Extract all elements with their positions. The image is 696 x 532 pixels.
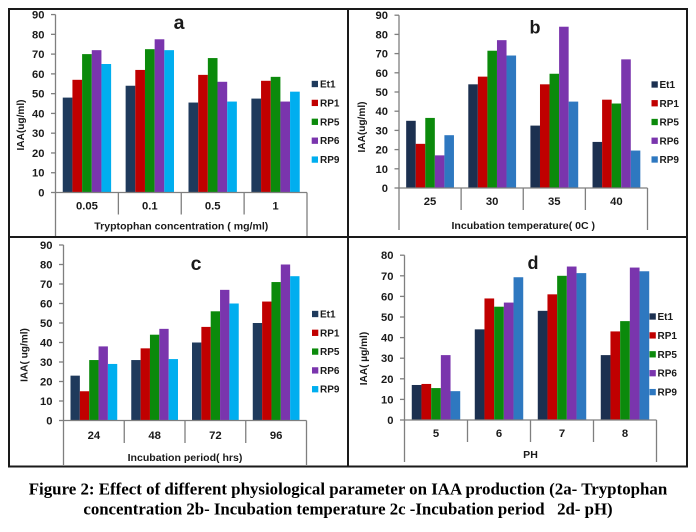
svg-text:7: 7: [559, 428, 565, 440]
svg-text:40: 40: [40, 338, 52, 350]
svg-text:60: 60: [32, 69, 44, 81]
svg-text:60: 60: [381, 291, 393, 303]
svg-text:30: 30: [486, 196, 499, 208]
svg-text:Et1: Et1: [320, 80, 336, 91]
svg-text:PH: PH: [523, 449, 538, 461]
svg-text:Et1: Et1: [660, 80, 676, 91]
svg-text:concentration 2b- Incubation t: concentration 2b- Incubation temperature…: [83, 500, 612, 519]
svg-text:RP5: RP5: [320, 347, 340, 358]
svg-text:0: 0: [38, 188, 44, 200]
svg-text:RP6: RP6: [660, 136, 680, 147]
svg-text:24: 24: [88, 430, 101, 442]
svg-text:IAA(ug/ml): IAA(ug/ml): [16, 99, 27, 150]
svg-text:96: 96: [270, 430, 283, 442]
svg-text:30: 30: [376, 125, 388, 137]
svg-text:Incubation temperature( 0C ): Incubation temperature( 0C ): [452, 220, 596, 232]
svg-text:RP6: RP6: [320, 136, 340, 147]
svg-text:d: d: [528, 253, 539, 273]
svg-text:20: 20: [376, 145, 388, 157]
svg-text:RP5: RP5: [658, 350, 678, 361]
svg-text:0.5: 0.5: [205, 201, 221, 213]
svg-text:30: 30: [32, 128, 44, 140]
svg-text:25: 25: [424, 196, 437, 208]
svg-text:50: 50: [40, 318, 52, 330]
svg-text:40: 40: [32, 108, 44, 120]
svg-text:Et1: Et1: [658, 312, 674, 323]
svg-text:0: 0: [387, 415, 393, 427]
svg-text:RP5: RP5: [320, 117, 340, 128]
svg-text:0: 0: [382, 183, 388, 195]
svg-text:50: 50: [32, 89, 44, 101]
svg-text:RP6: RP6: [320, 366, 340, 377]
svg-text:50: 50: [376, 87, 388, 99]
svg-text:35: 35: [548, 196, 561, 208]
svg-text:RP9: RP9: [320, 385, 340, 396]
svg-text:Et1: Et1: [320, 310, 336, 321]
svg-text:a: a: [174, 12, 185, 34]
svg-text:8: 8: [622, 428, 628, 440]
svg-text:90: 90: [32, 10, 44, 22]
svg-text:80: 80: [376, 29, 388, 41]
svg-text:10: 10: [381, 394, 393, 406]
svg-text:30: 30: [40, 357, 52, 369]
svg-text:RP1: RP1: [658, 331, 678, 342]
svg-text:90: 90: [376, 10, 388, 22]
svg-text:72: 72: [209, 430, 222, 442]
svg-text:b: b: [530, 18, 541, 38]
svg-text:IAA(ug/ml): IAA(ug/ml): [357, 101, 368, 152]
svg-text:RP5: RP5: [660, 118, 680, 129]
svg-text:40: 40: [381, 333, 393, 345]
svg-text:20: 20: [40, 377, 52, 389]
svg-text:80: 80: [381, 250, 393, 262]
svg-text:40: 40: [376, 106, 388, 118]
svg-text:0.1: 0.1: [142, 201, 158, 213]
svg-text:RP9: RP9: [660, 155, 680, 166]
svg-text:RP9: RP9: [320, 155, 340, 166]
svg-text:5: 5: [433, 428, 439, 440]
svg-text:48: 48: [148, 430, 161, 442]
svg-text:10: 10: [32, 168, 44, 180]
svg-text:RP1: RP1: [320, 328, 340, 339]
svg-text:70: 70: [381, 271, 393, 283]
svg-text:IAA( µg/ml): IAA( µg/ml): [359, 332, 370, 385]
svg-text:30: 30: [381, 353, 393, 365]
svg-text:6: 6: [496, 428, 502, 440]
svg-text:80: 80: [40, 260, 52, 272]
svg-text:90: 90: [40, 240, 52, 252]
svg-text:80: 80: [32, 29, 44, 41]
svg-text:RP6: RP6: [658, 369, 678, 380]
svg-text:10: 10: [376, 164, 388, 176]
svg-text:70: 70: [40, 279, 52, 291]
svg-text:1: 1: [272, 201, 278, 213]
svg-text:Incubation period( hrs): Incubation period( hrs): [128, 452, 243, 464]
svg-text:RP1: RP1: [320, 98, 340, 109]
svg-text:RP1: RP1: [660, 99, 680, 110]
svg-text:Tryptophan concentration ( mg/: Tryptophan concentration ( mg/ml): [94, 220, 268, 232]
svg-text:60: 60: [40, 299, 52, 311]
svg-text:50: 50: [381, 312, 393, 324]
svg-text:20: 20: [381, 374, 393, 386]
svg-text:20: 20: [32, 148, 44, 160]
svg-text:0.05: 0.05: [76, 201, 98, 213]
svg-text:IAA( ug/ml): IAA( ug/ml): [19, 328, 30, 382]
svg-text:0: 0: [46, 416, 52, 428]
svg-text:70: 70: [32, 49, 44, 61]
svg-text:Figure 2: Effect of different: Figure 2: Effect of different physiologi…: [29, 479, 668, 498]
svg-text:10: 10: [40, 396, 52, 408]
svg-text:70: 70: [376, 49, 388, 61]
svg-text:40: 40: [610, 196, 623, 208]
svg-text:RP9: RP9: [658, 388, 678, 399]
svg-text:c: c: [191, 253, 202, 275]
svg-text:60: 60: [376, 68, 388, 80]
